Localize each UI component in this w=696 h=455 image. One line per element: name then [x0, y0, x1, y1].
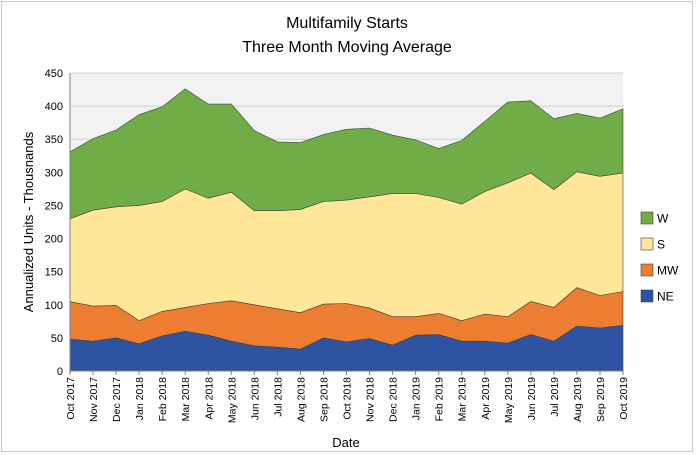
area-w	[69, 88, 624, 220]
y-tick-label: 400	[45, 101, 63, 113]
x-tick-label: Nov 2017	[88, 377, 100, 422]
x-tick-label: Oct 2018	[342, 377, 354, 420]
x-tick-labels: Oct 2017 Nov 2017 Dec 2017 Jan 2018 Feb 2018…	[65, 377, 630, 423]
y-axis-title: Annualized Units - Thousnands	[21, 131, 36, 312]
y-tick-label: 0	[57, 366, 63, 378]
legend-label-s: S	[657, 238, 665, 252]
y-tick-label: 150	[45, 267, 63, 279]
x-tick-label: Dec 2018	[388, 377, 400, 422]
legend-swatch-w	[640, 211, 654, 225]
legend-swatch-s	[640, 237, 654, 251]
y-tick-label: 100	[45, 300, 63, 312]
x-tick-label: Sep 2018	[318, 377, 330, 422]
x-tick-label: Oct 2017	[65, 377, 77, 420]
x-axis-title: Date	[332, 435, 359, 450]
area-series-group	[69, 88, 624, 372]
x-tick-label: Jul 2019	[549, 377, 561, 417]
y-tick-label: 350	[45, 134, 63, 146]
x-tick-label: Feb 2018	[157, 377, 169, 422]
x-tick-label: May 2019	[503, 377, 515, 423]
y-tick-label: 450	[45, 68, 63, 80]
legend-swatch-ne	[640, 289, 654, 303]
chart-subtitle: Three Month Moving Average	[242, 39, 452, 56]
x-tick-label: Mar 2018	[180, 377, 192, 422]
x-tick-label: Jan 2019	[411, 377, 423, 420]
x-tick-label: Apr 2019	[480, 377, 492, 420]
x-tick-label: Feb 2019	[434, 377, 446, 422]
x-tick-label: Sep 2019	[595, 377, 607, 422]
x-tick-label: Aug 2018	[295, 377, 307, 422]
legend-label-mw: MW	[657, 264, 679, 278]
x-tick-label: Nov 2018	[365, 377, 377, 422]
y-tick-labels: 0 50 100 150 200 250 300 350 400 450	[45, 68, 63, 378]
x-tick-label: Jun 2019	[526, 377, 538, 420]
x-tick-label: Jul 2018	[272, 377, 284, 417]
y-tick-label: 200	[45, 234, 63, 246]
x-tick-label: Aug 2019	[572, 377, 584, 422]
legend-label-w: W	[657, 212, 669, 226]
legend: WS MW NE	[640, 211, 679, 304]
legend-swatch-mw	[640, 263, 654, 277]
chart-title: Multifamily Starts	[286, 15, 408, 32]
x-tick-label: May 2018	[226, 377, 238, 423]
y-tick-label: 250	[45, 200, 63, 212]
x-tick-label: Oct 2019	[618, 377, 630, 420]
axes	[69, 73, 624, 375]
y-tick-label: 50	[51, 333, 63, 345]
x-tick-label: Dec 2017	[111, 377, 123, 422]
x-tick-label: Jan 2018	[134, 377, 146, 420]
legend-label-ne: NE	[657, 290, 674, 304]
x-tick-label: Mar 2019	[457, 377, 469, 422]
x-tick-label: Apr 2018	[203, 377, 215, 420]
x-tick-label: Jun 2018	[249, 377, 261, 420]
y-tick-label: 300	[45, 167, 63, 179]
